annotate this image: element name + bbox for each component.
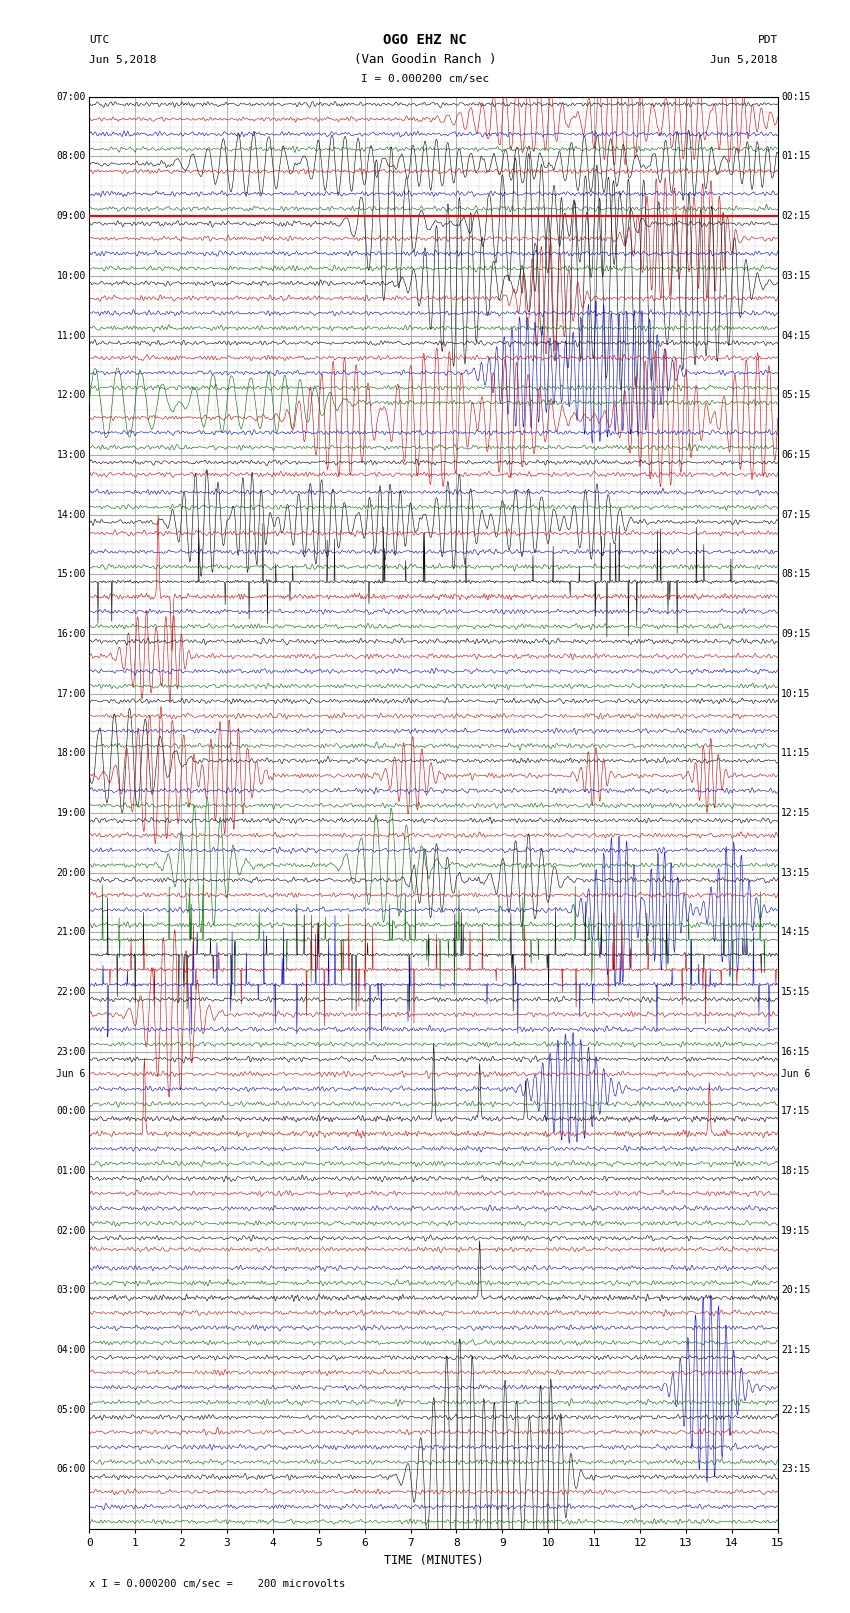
Text: 13:15: 13:15 (781, 868, 811, 877)
Text: 04:00: 04:00 (56, 1345, 86, 1355)
Text: 15:15: 15:15 (781, 987, 811, 997)
Text: 19:15: 19:15 (781, 1226, 811, 1236)
Text: 11:15: 11:15 (781, 748, 811, 758)
Text: Jun 5,2018: Jun 5,2018 (711, 55, 778, 65)
Text: 10:00: 10:00 (56, 271, 86, 281)
Text: 08:00: 08:00 (56, 152, 86, 161)
Text: Jun 6: Jun 6 (56, 1069, 86, 1079)
Text: 23:00: 23:00 (56, 1047, 86, 1057)
Text: 23:15: 23:15 (781, 1465, 811, 1474)
Text: 10:15: 10:15 (781, 689, 811, 698)
Text: UTC: UTC (89, 35, 110, 45)
Text: 22:15: 22:15 (781, 1405, 811, 1415)
Text: 16:00: 16:00 (56, 629, 86, 639)
Text: 20:00: 20:00 (56, 868, 86, 877)
Text: 08:15: 08:15 (781, 569, 811, 579)
Text: 15:00: 15:00 (56, 569, 86, 579)
Text: 09:15: 09:15 (781, 629, 811, 639)
Text: 01:00: 01:00 (56, 1166, 86, 1176)
Text: 02:00: 02:00 (56, 1226, 86, 1236)
Text: 03:15: 03:15 (781, 271, 811, 281)
Text: 17:00: 17:00 (56, 689, 86, 698)
Text: 19:00: 19:00 (56, 808, 86, 818)
Text: I = 0.000200 cm/sec: I = 0.000200 cm/sec (361, 74, 489, 84)
Text: 06:15: 06:15 (781, 450, 811, 460)
Text: 04:15: 04:15 (781, 331, 811, 340)
X-axis label: TIME (MINUTES): TIME (MINUTES) (383, 1553, 484, 1566)
Text: x I = 0.000200 cm/sec =    200 microvolts: x I = 0.000200 cm/sec = 200 microvolts (89, 1579, 345, 1589)
Text: 22:00: 22:00 (56, 987, 86, 997)
Text: 13:00: 13:00 (56, 450, 86, 460)
Text: 21:15: 21:15 (781, 1345, 811, 1355)
Text: 11:00: 11:00 (56, 331, 86, 340)
Text: 09:00: 09:00 (56, 211, 86, 221)
Text: 20:15: 20:15 (781, 1286, 811, 1295)
Text: 17:15: 17:15 (781, 1107, 811, 1116)
Text: 00:00: 00:00 (56, 1107, 86, 1116)
Text: 18:15: 18:15 (781, 1166, 811, 1176)
Text: 14:15: 14:15 (781, 927, 811, 937)
Text: 12:15: 12:15 (781, 808, 811, 818)
Text: 18:00: 18:00 (56, 748, 86, 758)
Text: 02:15: 02:15 (781, 211, 811, 221)
Text: 14:00: 14:00 (56, 510, 86, 519)
Text: 07:00: 07:00 (56, 92, 86, 102)
Text: 01:15: 01:15 (781, 152, 811, 161)
Text: 16:15: 16:15 (781, 1047, 811, 1057)
Text: 00:15: 00:15 (781, 92, 811, 102)
Text: 03:00: 03:00 (56, 1286, 86, 1295)
Text: OGO EHZ NC: OGO EHZ NC (383, 34, 467, 47)
Text: 05:00: 05:00 (56, 1405, 86, 1415)
Text: 12:00: 12:00 (56, 390, 86, 400)
Text: PDT: PDT (757, 35, 778, 45)
Text: 05:15: 05:15 (781, 390, 811, 400)
Text: Jun 6: Jun 6 (781, 1069, 811, 1079)
Text: 07:15: 07:15 (781, 510, 811, 519)
Text: Jun 5,2018: Jun 5,2018 (89, 55, 156, 65)
Text: 21:00: 21:00 (56, 927, 86, 937)
Text: (Van Goodin Ranch ): (Van Goodin Ranch ) (354, 53, 496, 66)
Text: 06:00: 06:00 (56, 1465, 86, 1474)
